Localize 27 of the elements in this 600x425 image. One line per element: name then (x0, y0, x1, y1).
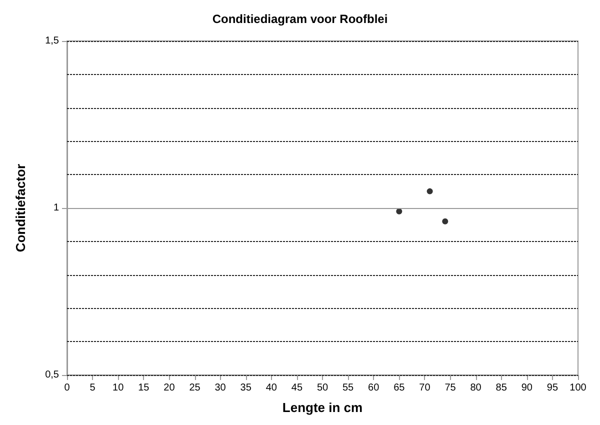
x-tick-label: 85 (496, 382, 508, 394)
x-tick-label: 100 (570, 382, 587, 394)
chart-title: Conditiediagram voor Roofblei (212, 12, 388, 26)
x-tick-label: 60 (368, 382, 380, 394)
x-tick-label: 45 (291, 382, 303, 394)
x-axis-title: Lengte in cm (282, 400, 363, 415)
x-tick-label: 80 (470, 382, 482, 394)
x-tick-label: 65 (394, 382, 406, 394)
x-tick-label: 55 (342, 382, 354, 394)
x-tick-label: 5 (90, 382, 96, 394)
x-tick-label: 0 (64, 382, 70, 394)
x-tick-label: 15 (138, 382, 150, 394)
x-tick-label: 50 (316, 382, 328, 394)
y-tick-label: 1,5 (45, 36, 60, 46)
x-tick-label: 70 (419, 382, 431, 394)
y-tick-label: 1 (53, 202, 60, 214)
y-tick-label: 0,5 (45, 370, 60, 380)
x-tick-label: 30 (214, 382, 226, 394)
x-tick-label: 90 (521, 382, 533, 394)
x-tick-label: 95 (546, 382, 558, 394)
x-tick-label: 10 (112, 382, 124, 394)
y-axis-title: Conditiefactor (13, 164, 28, 252)
x-tick-label: 40 (266, 382, 278, 394)
x-tick-label: 75 (444, 382, 456, 394)
x-tick-label: 35 (240, 382, 252, 394)
x-tick-label: 25 (189, 382, 201, 394)
x-tick-label: 20 (164, 382, 176, 394)
